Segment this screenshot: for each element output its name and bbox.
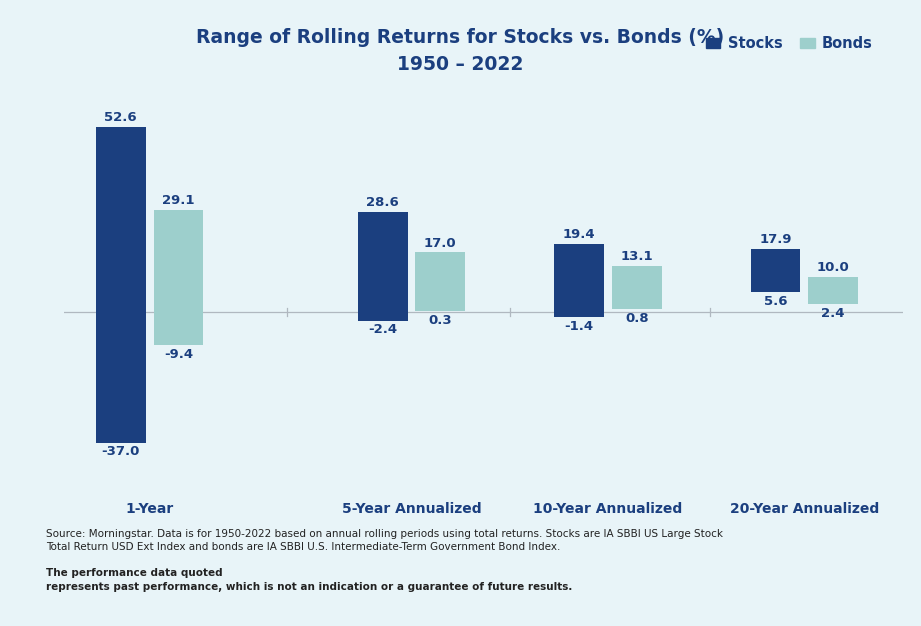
Text: 17.0: 17.0 — [424, 237, 457, 250]
Text: -1.4: -1.4 — [565, 320, 594, 333]
Text: -2.4: -2.4 — [368, 324, 397, 337]
Text: 19.4: 19.4 — [563, 228, 596, 241]
Text: 29.1: 29.1 — [162, 194, 194, 207]
Text: Source: Morningstar. Data is for 1950-2022 based on annual rolling periods using: Source: Morningstar. Data is for 1950-20… — [46, 529, 723, 552]
Text: The performance data quoted
represents past performance, which is not an indicat: The performance data quoted represents p… — [46, 568, 573, 592]
Bar — [809, 277, 858, 304]
Text: 0.8: 0.8 — [625, 312, 648, 326]
Bar — [357, 212, 408, 321]
Text: 52.6: 52.6 — [104, 111, 137, 124]
Bar — [415, 252, 465, 311]
Text: Range of Rolling Returns for Stocks vs. Bonds (%)
1950 – 2022: Range of Rolling Returns for Stocks vs. … — [196, 28, 725, 74]
Bar — [751, 249, 800, 292]
Bar — [554, 244, 604, 317]
Text: 2.4: 2.4 — [822, 307, 845, 320]
Text: 17.9: 17.9 — [759, 233, 792, 247]
Bar — [612, 266, 661, 309]
Text: 10.0: 10.0 — [817, 261, 849, 274]
Text: 13.1: 13.1 — [621, 250, 653, 264]
Text: 28.6: 28.6 — [367, 196, 399, 208]
Bar — [154, 210, 204, 346]
Text: 0.3: 0.3 — [428, 314, 452, 327]
Text: -37.0: -37.0 — [101, 445, 140, 458]
Text: -9.4: -9.4 — [164, 348, 193, 361]
Bar — [96, 127, 146, 443]
Text: 5.6: 5.6 — [764, 295, 787, 309]
Legend: Stocks, Bonds: Stocks, Bonds — [700, 30, 879, 57]
